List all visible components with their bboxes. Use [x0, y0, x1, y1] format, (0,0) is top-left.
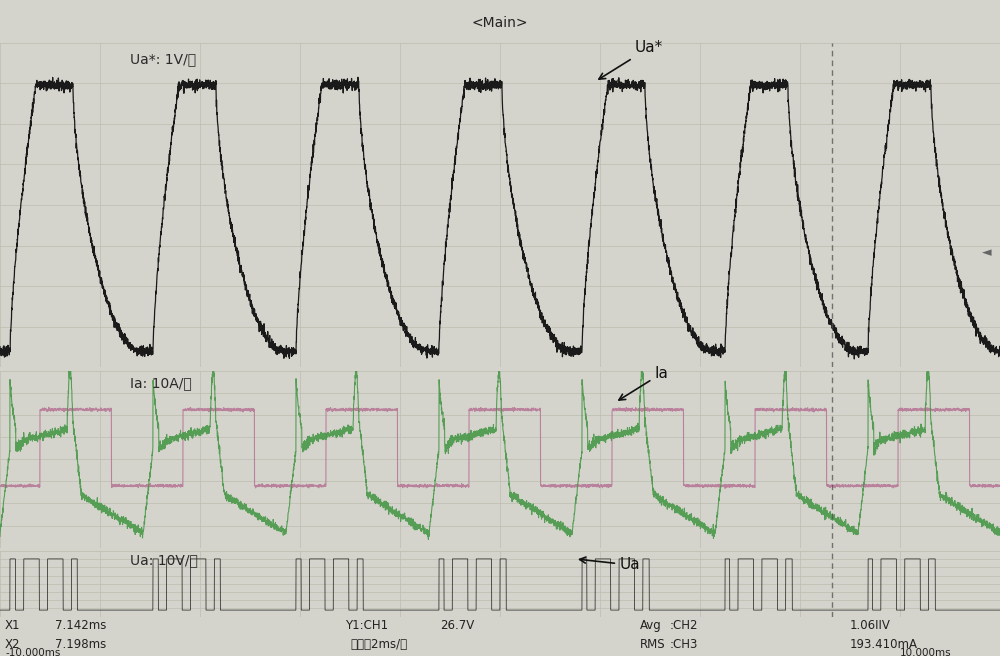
Text: X2: X2 — [5, 638, 20, 651]
Text: 1.06ⅠⅠV: 1.06ⅠⅠV — [850, 619, 891, 632]
Text: Ua*: 1V/格: Ua*: 1V/格 — [130, 52, 196, 66]
Text: Y1:CH1: Y1:CH1 — [345, 619, 388, 632]
Text: :CH3: :CH3 — [670, 638, 698, 651]
Text: 193.410mA: 193.410mA — [850, 638, 918, 651]
Text: Avg: Avg — [640, 619, 662, 632]
Text: 7.198ms: 7.198ms — [55, 638, 106, 651]
Text: RMS: RMS — [640, 638, 666, 651]
Text: 10.000ms: 10.000ms — [900, 647, 952, 656]
Text: Ua*: Ua* — [599, 41, 663, 79]
Text: :CH2: :CH2 — [670, 619, 698, 632]
Text: X1: X1 — [5, 619, 20, 632]
Text: ◄: ◄ — [982, 246, 992, 259]
Text: Ua: 10V/格: Ua: 10V/格 — [130, 553, 198, 567]
Text: 时间：2ms/格: 时间：2ms/格 — [350, 638, 407, 651]
Text: 26.7V: 26.7V — [440, 619, 474, 632]
Text: Ua: Ua — [580, 557, 641, 573]
Text: 7.142ms: 7.142ms — [55, 619, 106, 632]
Text: Ia: 10A/格: Ia: 10A/格 — [130, 376, 192, 390]
Text: <Main>: <Main> — [472, 16, 528, 30]
Text: Ia: Ia — [619, 366, 669, 400]
Text: -10.000ms: -10.000ms — [5, 647, 60, 656]
